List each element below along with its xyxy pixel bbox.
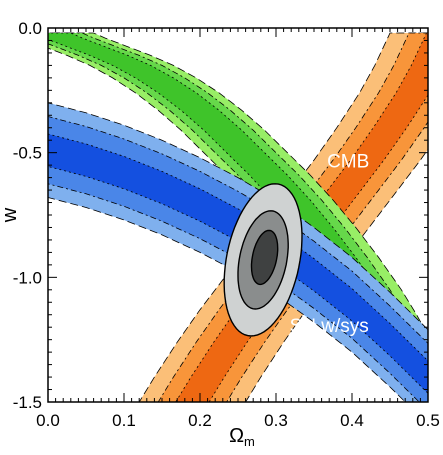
- axis-ticks: 0.0 0.1 0.2 0.3 0.4 0.5 0.0 -0.5 -1.0 -1.5: [13, 19, 440, 430]
- x-tick-label: 0.4: [340, 411, 364, 430]
- contour-level-3: [48, 133, 428, 394]
- series-combined: [223, 183, 303, 337]
- x-tick-label: 0.0: [36, 411, 60, 430]
- y-axis-title: w: [0, 207, 21, 223]
- x-tick-label: 0.2: [188, 411, 212, 430]
- region-labels: BAO CMB SN w/sys: [264, 107, 370, 337]
- x-axis-title: Ωm: [229, 425, 255, 449]
- x-tick-label: 0.5: [416, 411, 440, 430]
- confidence-regions: [48, 32, 428, 402]
- y-tick-label: 0.0: [18, 19, 42, 38]
- y-tick-label: -1.5: [13, 393, 42, 412]
- combined-level-3: [250, 229, 279, 286]
- y-tick-label: -1.0: [13, 268, 42, 287]
- label-cmb: CMB: [327, 152, 369, 173]
- x-tick-label: 0.3: [264, 411, 288, 430]
- label-sn-w-sys: SN w/sys: [290, 316, 369, 337]
- x-tick-label: 0.1: [112, 411, 136, 430]
- label-bao: BAO: [264, 107, 304, 128]
- y-tick-label: -0.5: [13, 144, 42, 163]
